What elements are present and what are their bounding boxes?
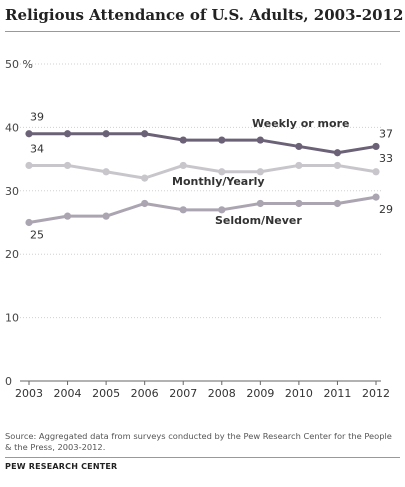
gridlines [20, 63, 381, 382]
data-point [63, 161, 72, 170]
data-label: 29 [379, 203, 393, 216]
footer-divider [5, 457, 400, 458]
series-name-label: Monthly/Yearly [172, 175, 265, 188]
data-label: 39 [30, 111, 44, 124]
chart-title: Religious Attendance of U.S. Adults, 200… [5, 6, 404, 24]
data-point [63, 130, 72, 138]
series-points [25, 130, 380, 227]
y-tick-label: 10 [5, 312, 19, 325]
data-point [141, 199, 149, 208]
y-axis: 0 10 20 30 40 50 % [5, 58, 33, 388]
series-name-labels: Weekly or more Monthly/Yearly Seldom/Never [172, 117, 349, 227]
data-point [25, 218, 33, 227]
data-point [333, 149, 342, 157]
y-tick-label: 30 [5, 185, 19, 198]
title-divider [5, 31, 400, 32]
data-point [295, 199, 303, 208]
x-tick-label: 2011 [323, 387, 351, 400]
data-point [218, 136, 226, 144]
data-point [218, 168, 226, 176]
data-point [333, 199, 342, 208]
data-point [256, 199, 264, 208]
data-point [25, 161, 33, 170]
data-point [256, 136, 264, 144]
y-tick-label: 20 [5, 248, 19, 261]
x-tick-label: 2008 [208, 387, 236, 400]
x-tick-label: 2012 [362, 387, 390, 400]
y-tick-label: 0 [5, 375, 12, 388]
data-point [141, 130, 149, 138]
data-point [256, 168, 264, 176]
data-point [63, 212, 72, 220]
data-point [141, 174, 149, 182]
data-point [179, 206, 187, 214]
data-point [179, 136, 187, 144]
y-tick-label: 50 % [5, 58, 33, 71]
data-label: 37 [379, 127, 393, 140]
data-point [333, 161, 342, 170]
series-name-label: Weekly or more [252, 117, 349, 130]
data-label: 25 [30, 229, 44, 242]
x-tick-label: 2006 [131, 387, 159, 400]
x-tick-label: 2010 [285, 387, 313, 400]
data-labels: 39 37 34 33 25 29 [30, 111, 393, 242]
data-point [295, 142, 303, 151]
data-point [25, 130, 33, 138]
y-tick-label: 40 [5, 121, 19, 134]
series-line [28, 195, 377, 224]
data-point [372, 168, 380, 176]
data-label: 34 [30, 142, 44, 155]
series-line [29, 132, 377, 155]
series-lines [28, 132, 377, 224]
data-point [218, 206, 226, 214]
x-axis: 2003 2004 2005 2006 2007 2008 2009 2010 2011 2012 [15, 381, 390, 400]
data-point [102, 212, 110, 220]
data-point [102, 130, 110, 138]
data-label: 33 [379, 152, 393, 165]
source-note: Source: Aggregated data from surveys con… [5, 431, 392, 452]
series-name-label: Seldom/Never [215, 214, 302, 227]
data-point [372, 193, 380, 201]
x-tick-label: 2007 [169, 387, 197, 400]
data-point [179, 161, 187, 170]
x-tick-label: 2009 [246, 387, 274, 400]
credit-label: PEW RESEARCH CENTER [5, 462, 118, 471]
series-line [29, 163, 377, 180]
x-tick-label: 2003 [15, 387, 43, 400]
data-point [295, 161, 303, 170]
x-tick-label: 2004 [54, 387, 82, 400]
x-tick-label: 2005 [92, 387, 120, 400]
data-point [102, 168, 110, 176]
data-point [372, 142, 380, 151]
